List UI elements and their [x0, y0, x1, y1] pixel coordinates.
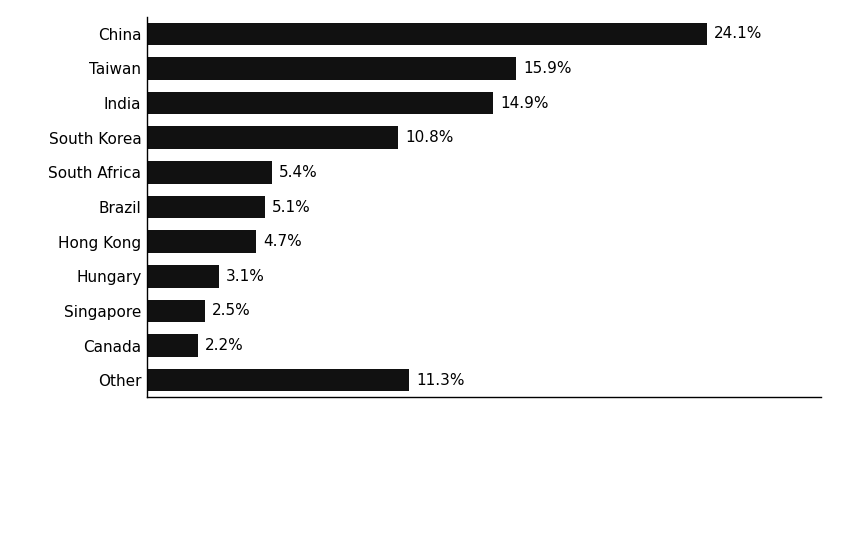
Text: 10.8%: 10.8% [405, 130, 454, 145]
Bar [147, 265, 219, 288]
Text: 2.5%: 2.5% [212, 304, 251, 319]
Bar [147, 335, 198, 357]
Bar [147, 92, 493, 114]
Bar [147, 196, 265, 218]
Bar [147, 161, 272, 184]
Text: 24.1%: 24.1% [714, 26, 762, 41]
Bar [147, 230, 256, 253]
Bar [147, 126, 397, 149]
Text: 15.9%: 15.9% [524, 61, 572, 76]
Bar [147, 369, 410, 391]
Text: 5.4%: 5.4% [279, 165, 318, 180]
Bar [147, 23, 707, 45]
Text: 2.2%: 2.2% [205, 338, 244, 353]
Bar [147, 57, 517, 79]
Bar [147, 300, 205, 322]
Text: 3.1%: 3.1% [226, 269, 264, 284]
Text: 11.3%: 11.3% [416, 373, 465, 388]
Text: 4.7%: 4.7% [263, 234, 302, 249]
Text: 5.1%: 5.1% [272, 199, 311, 215]
Text: 14.9%: 14.9% [500, 95, 549, 110]
